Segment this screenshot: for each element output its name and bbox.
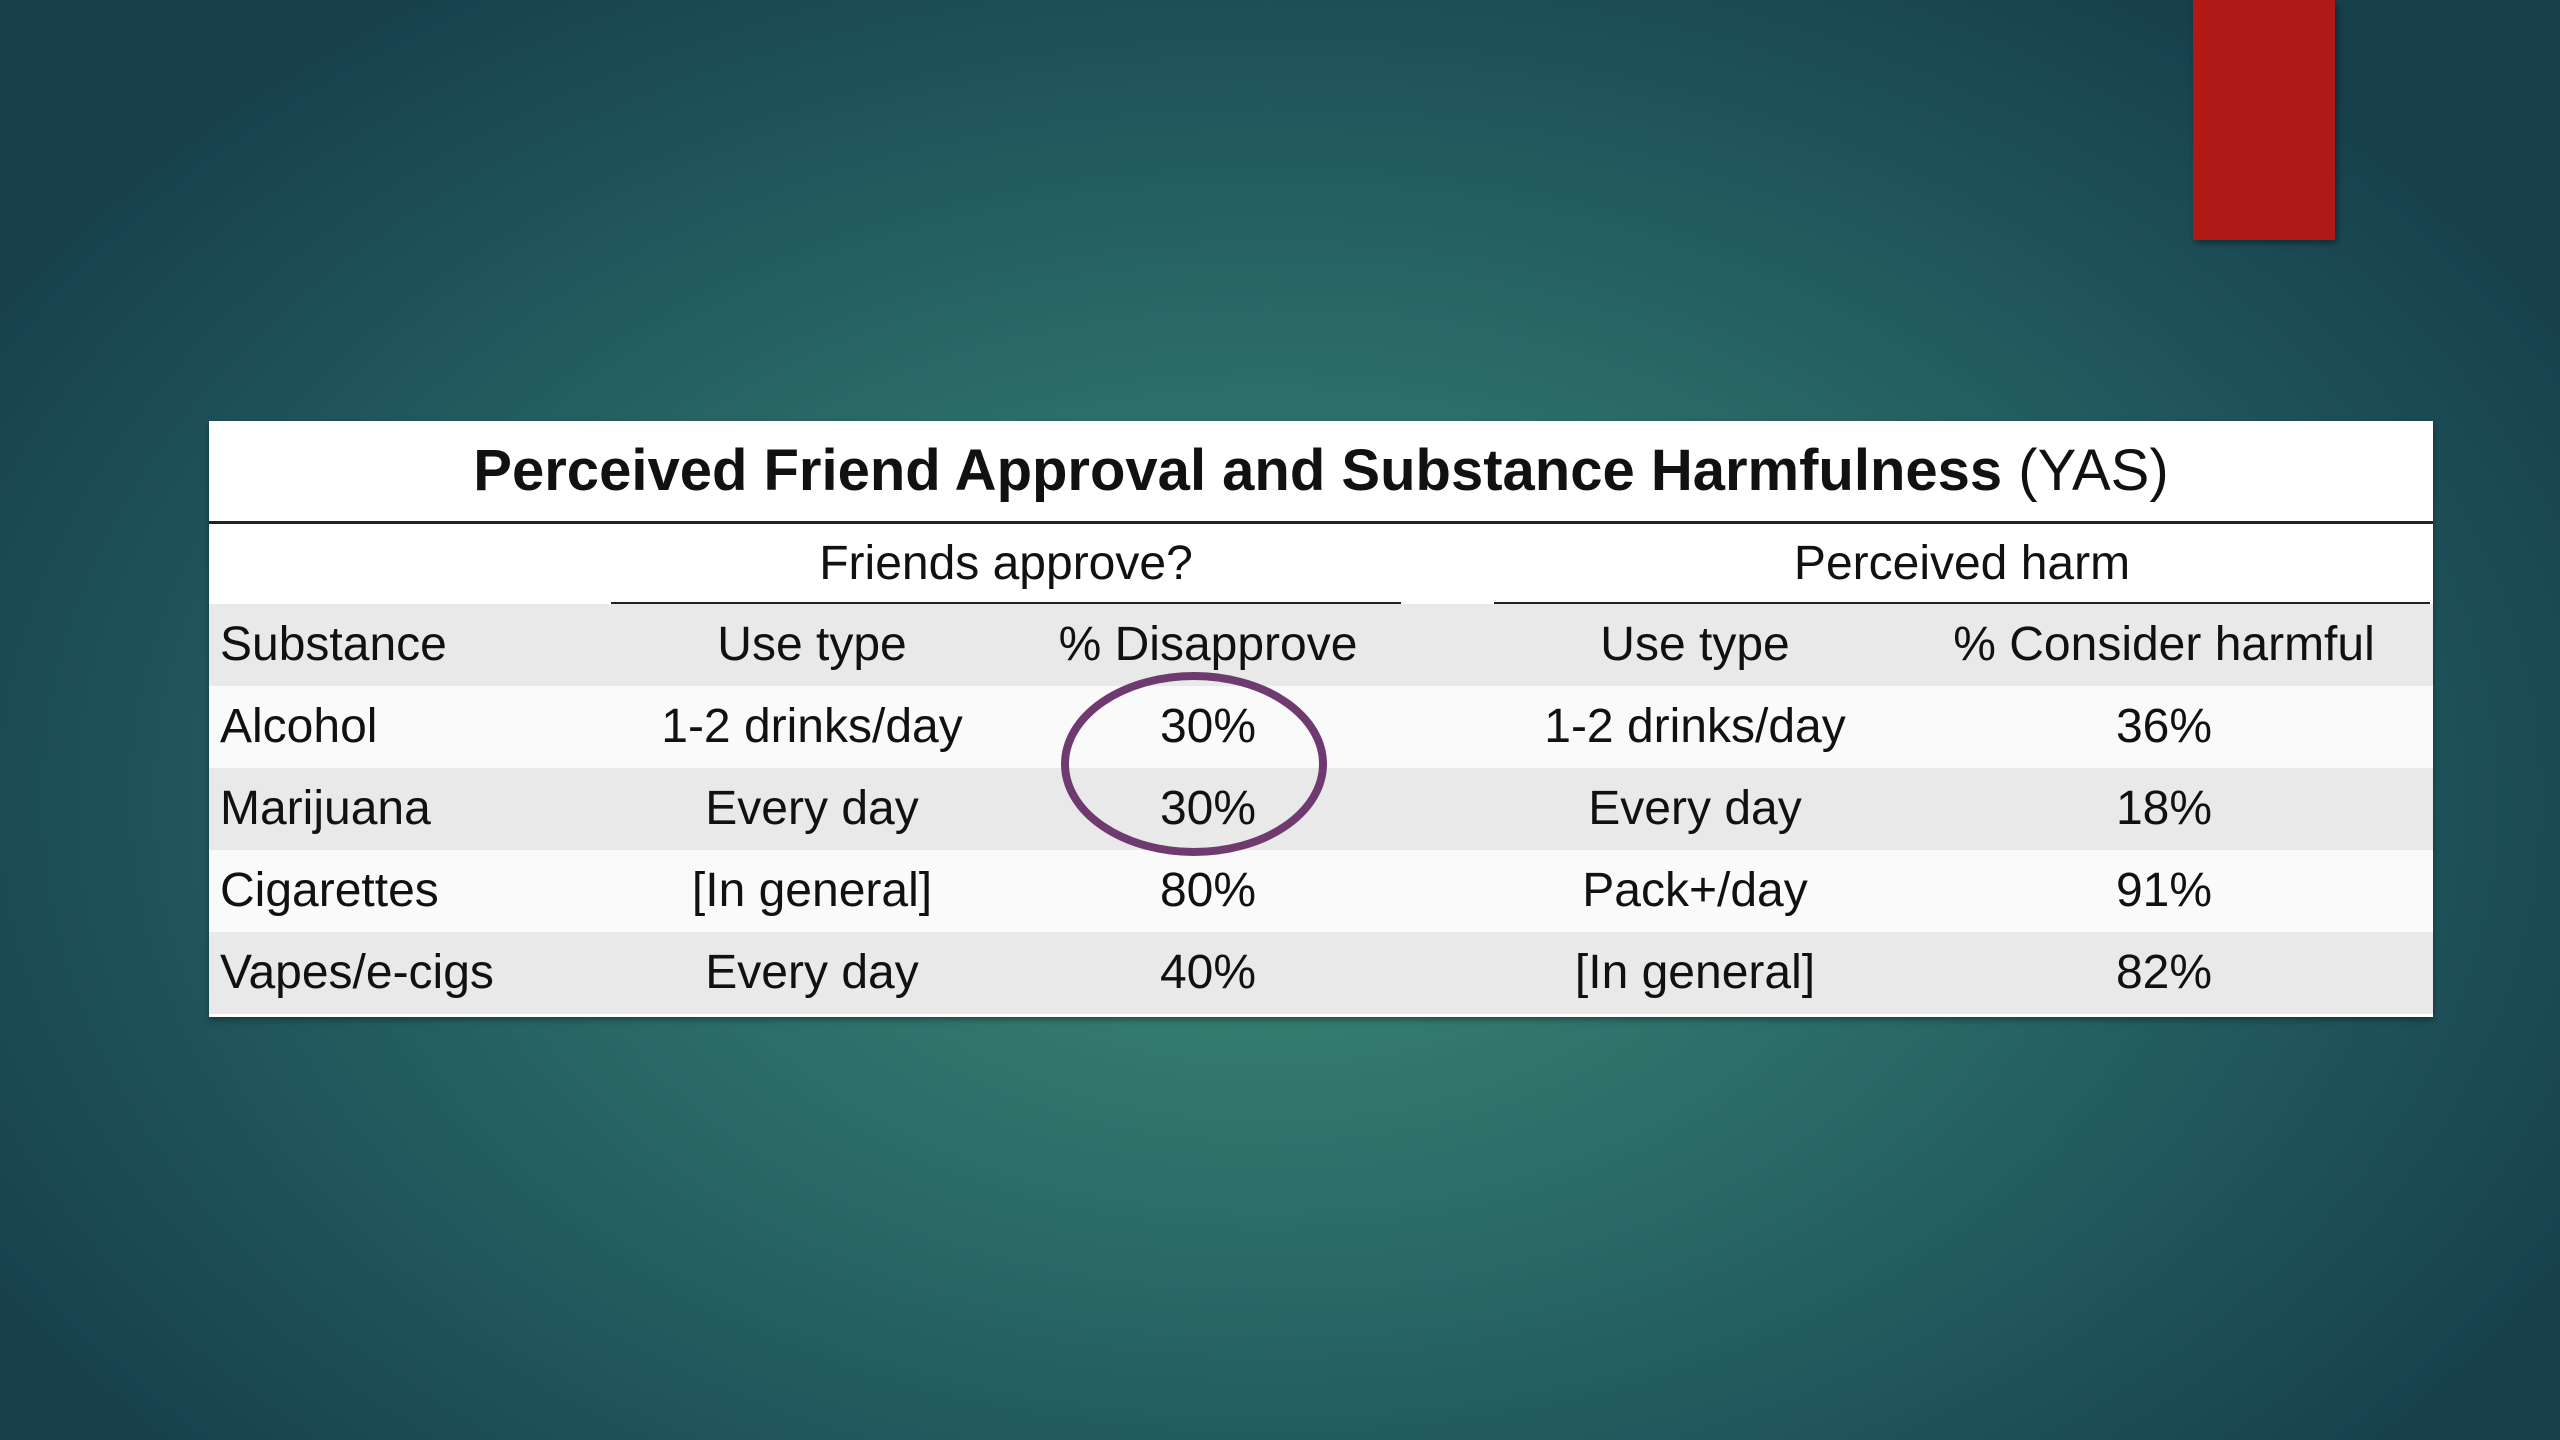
table-cell: Cigarettes [220, 864, 439, 917]
title-suffix: (YAS) [2018, 438, 2169, 503]
table-cell: 36% [2115, 700, 2213, 753]
table-cell: Pack+/day [1582, 864, 1808, 917]
column-header: % Disapprove [1058, 618, 1358, 671]
table-cell: Every day [705, 946, 919, 999]
table-cell: 30% [1159, 782, 1257, 835]
table-cell: 40% [1159, 946, 1257, 999]
table-cell: [In general] [691, 864, 933, 917]
table-cell: 91% [2115, 864, 2213, 917]
column-header: Substance [220, 618, 447, 671]
decoration [2193, 0, 2335, 240]
group-rule [611, 602, 1401, 605]
row-bg [209, 850, 2433, 932]
table-cell: 82% [2115, 946, 2213, 999]
row-bg [209, 932, 2433, 1014]
group-header: Perceived harm [1793, 537, 2131, 590]
table-cell: Vapes/e-cigs [220, 946, 494, 999]
table-cell: 30% [1159, 700, 1257, 753]
table-cell: 1-2 drinks/day [661, 700, 963, 753]
column-header: Use type [1600, 618, 1790, 671]
header-row-bg [209, 604, 2433, 686]
table-cell: Every day [1588, 782, 1802, 835]
group-rule [1494, 602, 2430, 605]
group-header: Friends approve? [819, 537, 1193, 590]
table-cell: Marijuana [220, 782, 431, 835]
title-text: Perceived Friend Approval and Substance … [473, 438, 2003, 503]
column-header: Use type [717, 618, 907, 671]
table-cell: Every day [705, 782, 919, 835]
title-rule [209, 521, 2433, 524]
table-cell: Alcohol [220, 700, 378, 753]
table-cell: [In general] [1574, 946, 1816, 999]
table-title: Perceived Friend Approval and Substance … [209, 421, 2433, 521]
table-cell: 1-2 drinks/day [1544, 700, 1846, 753]
column-header: % Consider harmful [1953, 618, 2375, 671]
highlight-circle [1061, 672, 1327, 856]
table-cell: 80% [1159, 864, 1257, 917]
table-cell: 18% [2115, 782, 2213, 835]
